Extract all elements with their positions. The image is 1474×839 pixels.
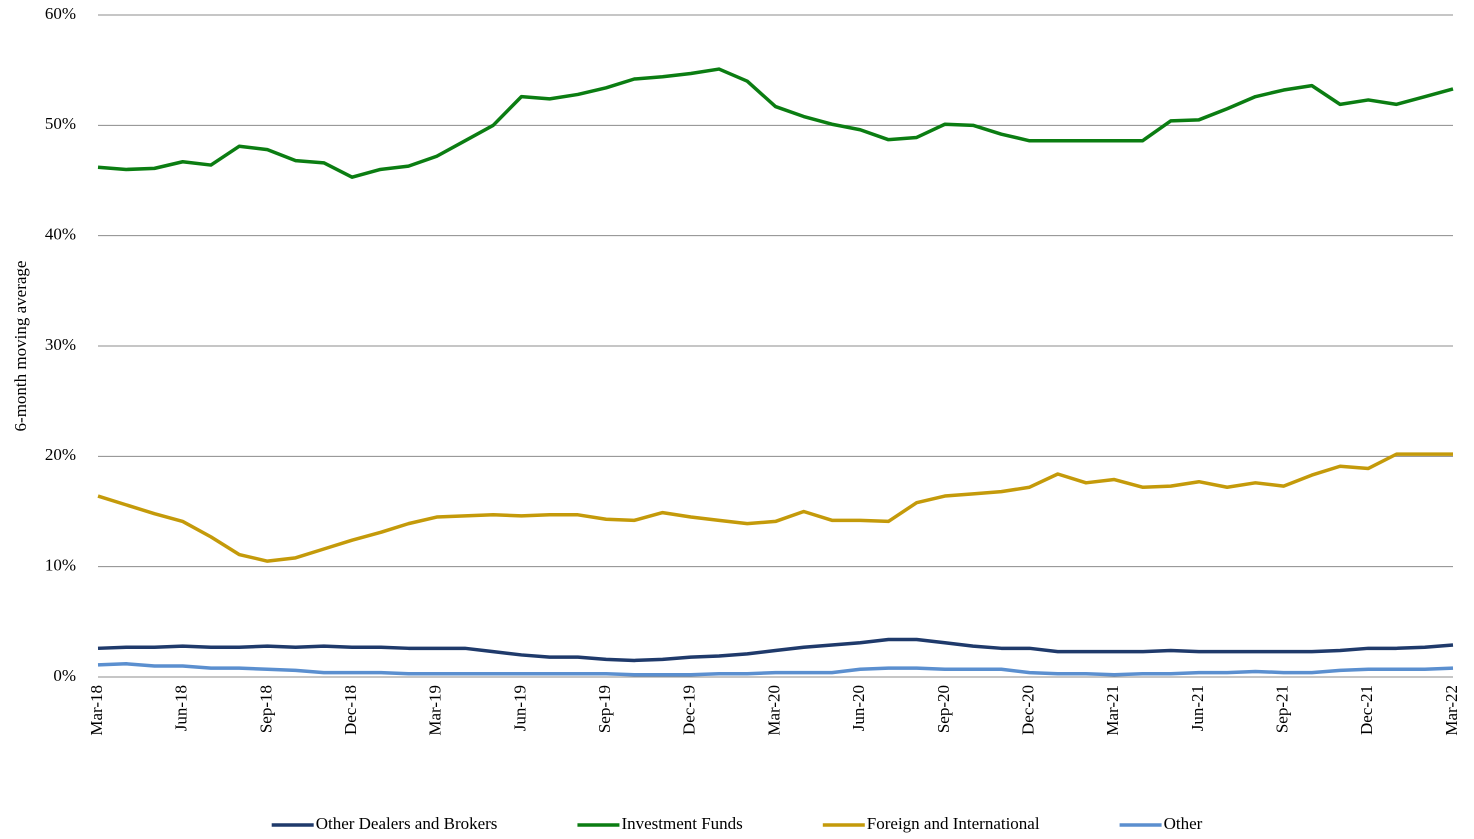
series-line (97, 662, 1454, 677)
y-tick-label: 20% (45, 445, 76, 464)
x-tick-label: Dec-20 (1018, 685, 1037, 735)
y-tick-label: 50% (45, 114, 76, 133)
x-tick-label: Sep-21 (1273, 685, 1292, 733)
legend-label: Other Dealers and Brokers (316, 814, 498, 833)
series-line (97, 452, 1453, 563)
x-tick-label: Jun-18 (172, 685, 191, 731)
x-tick-label: Sep-18 (256, 685, 275, 733)
x-tick-label: Dec-18 (341, 685, 360, 735)
x-tick-label: Dec-21 (1357, 685, 1376, 735)
y-axis-label: 6-month moving average (11, 261, 30, 432)
x-tick-label: Mar-22 (1442, 685, 1461, 736)
x-tick-label: Dec-19 (680, 685, 699, 735)
x-tick-label: Jun-21 (1188, 685, 1207, 731)
y-tick-label: 10% (45, 556, 76, 575)
y-tick-label: 40% (45, 225, 76, 244)
y-tick-label: 30% (45, 335, 76, 354)
y-tick-label: 60% (45, 4, 76, 23)
x-tick-label: Mar-21 (1103, 685, 1122, 736)
legend-label: Other (1164, 814, 1203, 833)
series-line (97, 67, 1454, 179)
x-tick-label: Jun-19 (510, 685, 529, 731)
legend-label: Foreign and International (867, 814, 1040, 833)
x-tick-label: Sep-20 (934, 685, 953, 733)
x-tick-label: Mar-18 (87, 685, 106, 736)
x-tick-label: Mar-19 (426, 685, 445, 736)
legend-label: Investment Funds (621, 814, 742, 833)
x-tick-label: Jun-20 (849, 685, 868, 731)
series-line (97, 637, 1454, 663)
x-tick-label: Sep-19 (595, 685, 614, 733)
y-tick-label: 0% (53, 666, 76, 685)
x-tick-label: Mar-20 (764, 685, 783, 736)
